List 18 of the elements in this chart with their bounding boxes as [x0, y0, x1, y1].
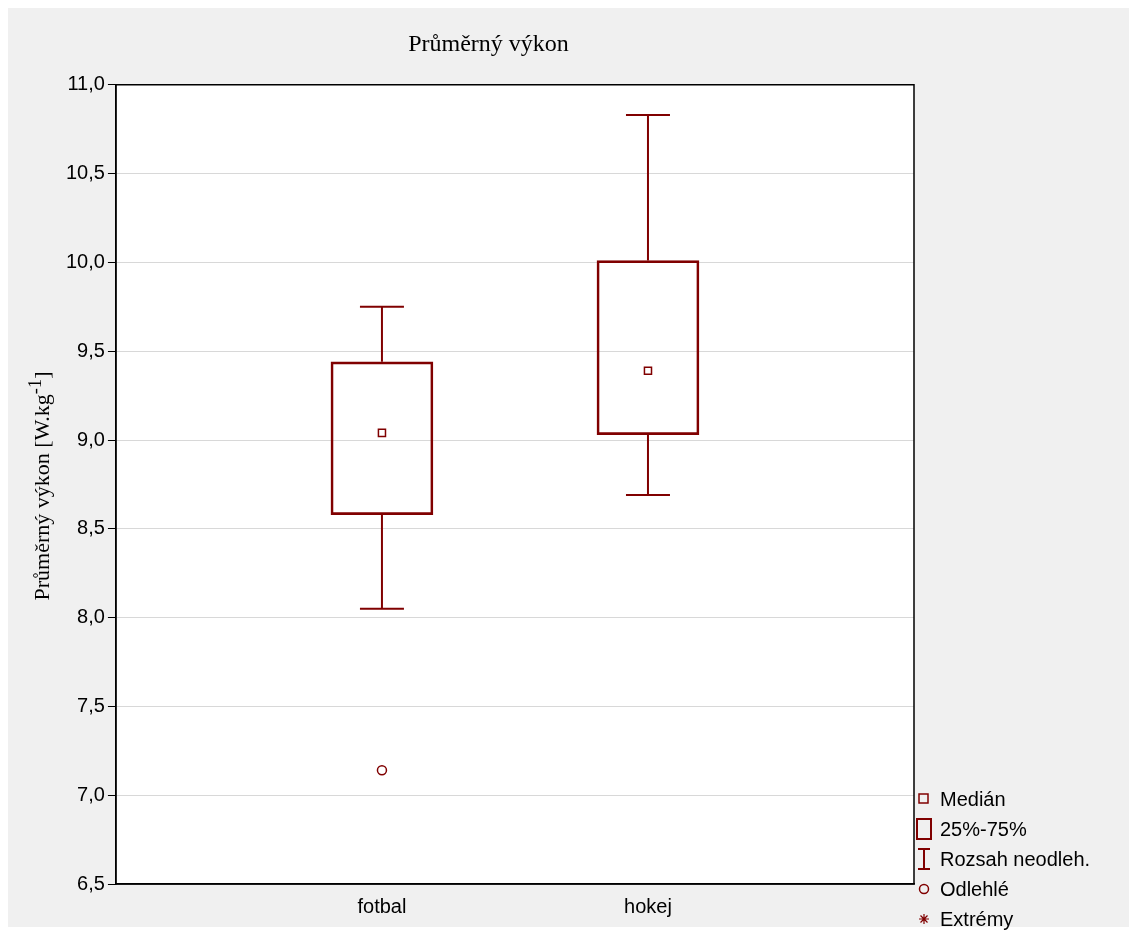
y-tick-label: 10,5: [65, 161, 105, 184]
text: Extrémy: [940, 907, 1014, 931]
text: Odlehlé: [940, 877, 1009, 901]
y-tick-label: 6,5: [77, 871, 105, 894]
chart-title: Průměrný výkon: [408, 29, 569, 56]
x-tick-label: fotbal: [357, 894, 407, 917]
y-tick-label: 10,0: [65, 249, 105, 272]
y-tick-label: 9,5: [77, 338, 105, 361]
text: Rozsah neodleh.: [940, 847, 1091, 871]
y-tick-label: 7,5: [77, 693, 105, 716]
y-tick-label: 7,0: [77, 782, 105, 805]
y-tick-label: 9,0: [77, 427, 105, 450]
y-tick-label: 11,0: [67, 72, 105, 95]
text: Medián: [940, 787, 1006, 811]
y-tick-label: 8,0: [77, 605, 105, 628]
x-tick-label: hokej: [624, 894, 672, 917]
text: 25%-75%: [940, 817, 1027, 841]
y-tick-label: 8,5: [77, 516, 105, 539]
